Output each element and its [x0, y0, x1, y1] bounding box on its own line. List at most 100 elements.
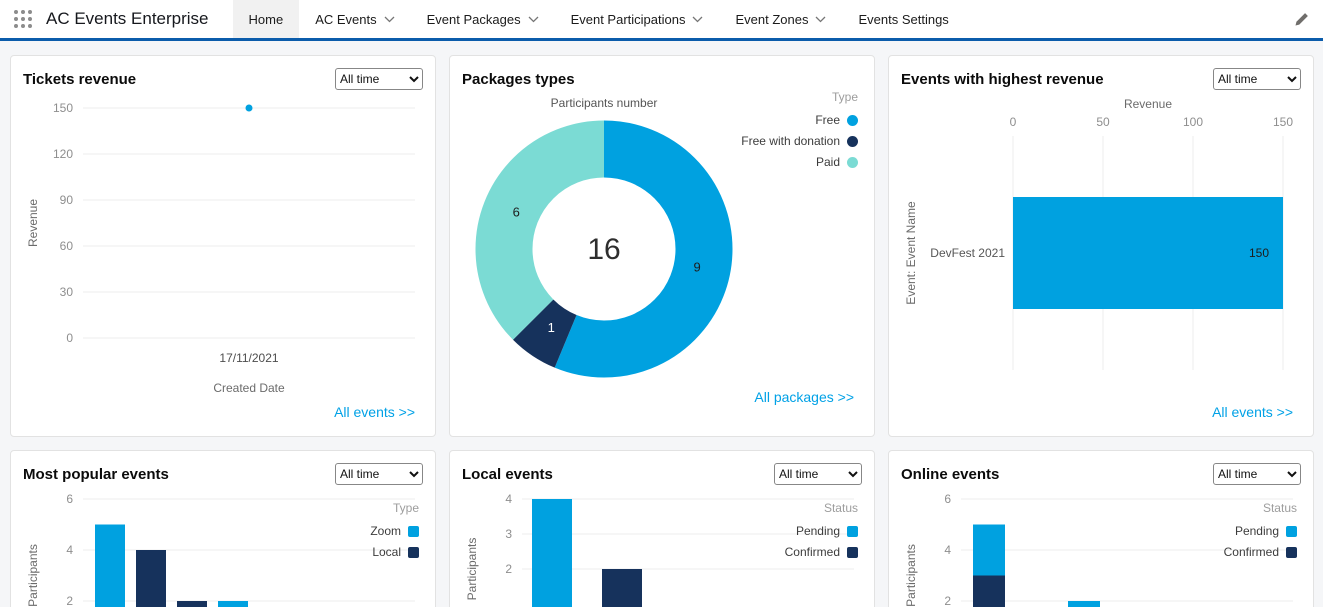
online-events-chart: 2 4 6 Participants: [904, 492, 1293, 607]
svg-text:4: 4: [505, 492, 512, 506]
svg-text:9: 9: [694, 260, 701, 275]
card-online-events: Online events All time 2 4 6 Participants S…: [888, 450, 1314, 607]
svg-text:120: 120: [53, 147, 73, 161]
tab-event-packages[interactable]: Event Packages: [411, 0, 555, 38]
legend-item-zoom: Zoom: [370, 524, 419, 538]
tickets-revenue-chart: 0 30 60 90 120 150 Revenue 17/11/2021 Created Da…: [26, 101, 415, 394]
svg-text:6: 6: [944, 492, 951, 506]
donut-axis-title: Participants number: [550, 96, 658, 110]
legend-item-confirmed: Confirmed: [1224, 545, 1297, 559]
svg-text:60: 60: [60, 239, 74, 253]
legend-title: Status: [823, 501, 858, 515]
nav-tabs: Home AC Events Event Packages Event Partici…: [232, 0, 965, 38]
svg-text:4: 4: [66, 543, 73, 557]
svg-text:16: 16: [587, 233, 620, 266]
highest-revenue-chart: Revenue 0 50 100 150 Event: Event Name 150 DevF…: [904, 97, 1293, 370]
all-events-link[interactable]: All events >>: [334, 404, 415, 420]
legend-item-paid: Paid: [741, 155, 858, 169]
svg-text:50: 50: [1096, 115, 1110, 129]
svg-text:100: 100: [1183, 115, 1203, 129]
svg-text:1: 1: [548, 320, 555, 335]
svg-text:Revenue: Revenue: [1124, 97, 1172, 111]
tab-event-participations[interactable]: Event Participations: [555, 0, 720, 38]
svg-text:2: 2: [944, 594, 951, 607]
legend-marker-icon: [847, 135, 858, 147]
legend-marker-icon: [847, 546, 858, 558]
legend-marker-icon: [1286, 546, 1297, 558]
svg-text:DevFest 2021: DevFest 2021: [930, 246, 1005, 260]
svg-text:4: 4: [944, 543, 951, 557]
svg-text:2: 2: [66, 594, 73, 607]
legend-marker-icon: [408, 546, 419, 558]
pencil-icon[interactable]: [1294, 12, 1309, 27]
legend-marker-icon: [847, 156, 858, 168]
time-range-select[interactable]: All time: [1213, 68, 1301, 90]
card-highest-revenue: Events with highest revenue All time Rev…: [888, 55, 1314, 437]
all-packages-link[interactable]: All packages >>: [754, 389, 854, 405]
chevron-down-icon: [528, 16, 539, 22]
legend-item-pending: Pending: [1224, 524, 1297, 538]
legend-item-local: Local: [370, 545, 419, 559]
legend-marker-icon: [1286, 525, 1297, 537]
tab-home[interactable]: Home: [232, 0, 300, 38]
svg-text:6: 6: [66, 492, 73, 506]
card-local-events: Local events All time 2 3 4 Participants St…: [449, 450, 875, 607]
card-packages-types: Packages types Participants number 9 1 6 16…: [449, 55, 875, 437]
legend-title: Status: [1262, 501, 1297, 515]
all-events-link[interactable]: All events >>: [1212, 404, 1293, 420]
tab-ac-events[interactable]: AC Events: [299, 0, 410, 38]
card-tickets-revenue: Tickets revenue All time 0 30 60 90 120 150 Re…: [10, 55, 436, 437]
tab-label: AC Events: [315, 11, 377, 27]
donut-chart-wrap: Participants number 9 1 6 16: [464, 94, 744, 389]
svg-text:Participants: Participants: [26, 544, 40, 607]
svg-text:17/11/2021: 17/11/2021: [219, 351, 278, 365]
card-title: Tickets revenue: [23, 70, 137, 88]
time-range-select[interactable]: All time: [774, 463, 862, 485]
svg-text:150: 150: [1273, 115, 1293, 129]
time-range-select[interactable]: All time: [1213, 463, 1301, 485]
card-title: Local events: [462, 465, 553, 483]
svg-text:Event: Event Name: Event: Event Name: [904, 201, 918, 305]
tab-event-zones[interactable]: Event Zones: [719, 0, 842, 38]
tab-label: Home: [248, 11, 284, 27]
app-launcher-icon[interactable]: [14, 10, 32, 28]
svg-text:Participants: Participants: [465, 538, 479, 601]
legend-marker-icon: [847, 525, 858, 537]
chevron-down-icon: [693, 16, 703, 22]
chevron-down-icon: [384, 16, 395, 22]
card-most-popular-events: Most popular events All time 2 4 6 Particip…: [10, 450, 436, 607]
card-title: Online events: [901, 465, 1000, 483]
card-title: Events with highest revenue: [901, 70, 1104, 88]
card-title: Packages types: [462, 70, 575, 88]
tab-events-settings[interactable]: Events Settings: [842, 0, 964, 38]
time-range-select[interactable]: All time: [335, 463, 423, 485]
time-range-select[interactable]: All time: [335, 68, 423, 90]
svg-text:0: 0: [66, 331, 73, 345]
chart-legend: Status Pending Confirmed: [1224, 501, 1297, 566]
chevron-down-icon: [816, 16, 826, 22]
most-popular-chart: 2 4 6 Participants: [26, 492, 415, 607]
local-events-chart: 2 3 4 Participants: [465, 492, 854, 607]
svg-text:0: 0: [1010, 115, 1017, 129]
legend-marker-icon: [847, 114, 858, 126]
dashboard: Tickets revenue All time 0 30 60 90 120 150 Re…: [0, 41, 1323, 607]
svg-text:150: 150: [53, 101, 73, 115]
legend-item-free-with-donation: Free with donation: [741, 134, 858, 148]
app-header: AC Events Enterprise Home AC Events Event …: [0, 0, 1323, 41]
legend-marker-icon: [408, 525, 419, 537]
svg-text:Created Date: Created Date: [213, 381, 285, 394]
svg-text:3: 3: [505, 527, 512, 541]
legend-item-pending: Pending: [785, 524, 858, 538]
tab-label: Event Packages: [426, 11, 521, 27]
svg-text:150: 150: [1249, 246, 1269, 260]
svg-text:30: 30: [60, 285, 74, 299]
svg-text:Revenue: Revenue: [26, 199, 40, 247]
svg-text:2: 2: [505, 562, 512, 576]
svg-text:6: 6: [513, 205, 520, 220]
chart-legend: Type Free Free with donation Paid: [741, 90, 858, 176]
card-title: Most popular events: [23, 465, 169, 483]
tab-label: Event Participations: [570, 11, 686, 27]
legend-title: Type: [392, 501, 419, 515]
legend-item-confirmed: Confirmed: [785, 545, 858, 559]
chart-legend: Type Zoom Local: [370, 501, 419, 566]
